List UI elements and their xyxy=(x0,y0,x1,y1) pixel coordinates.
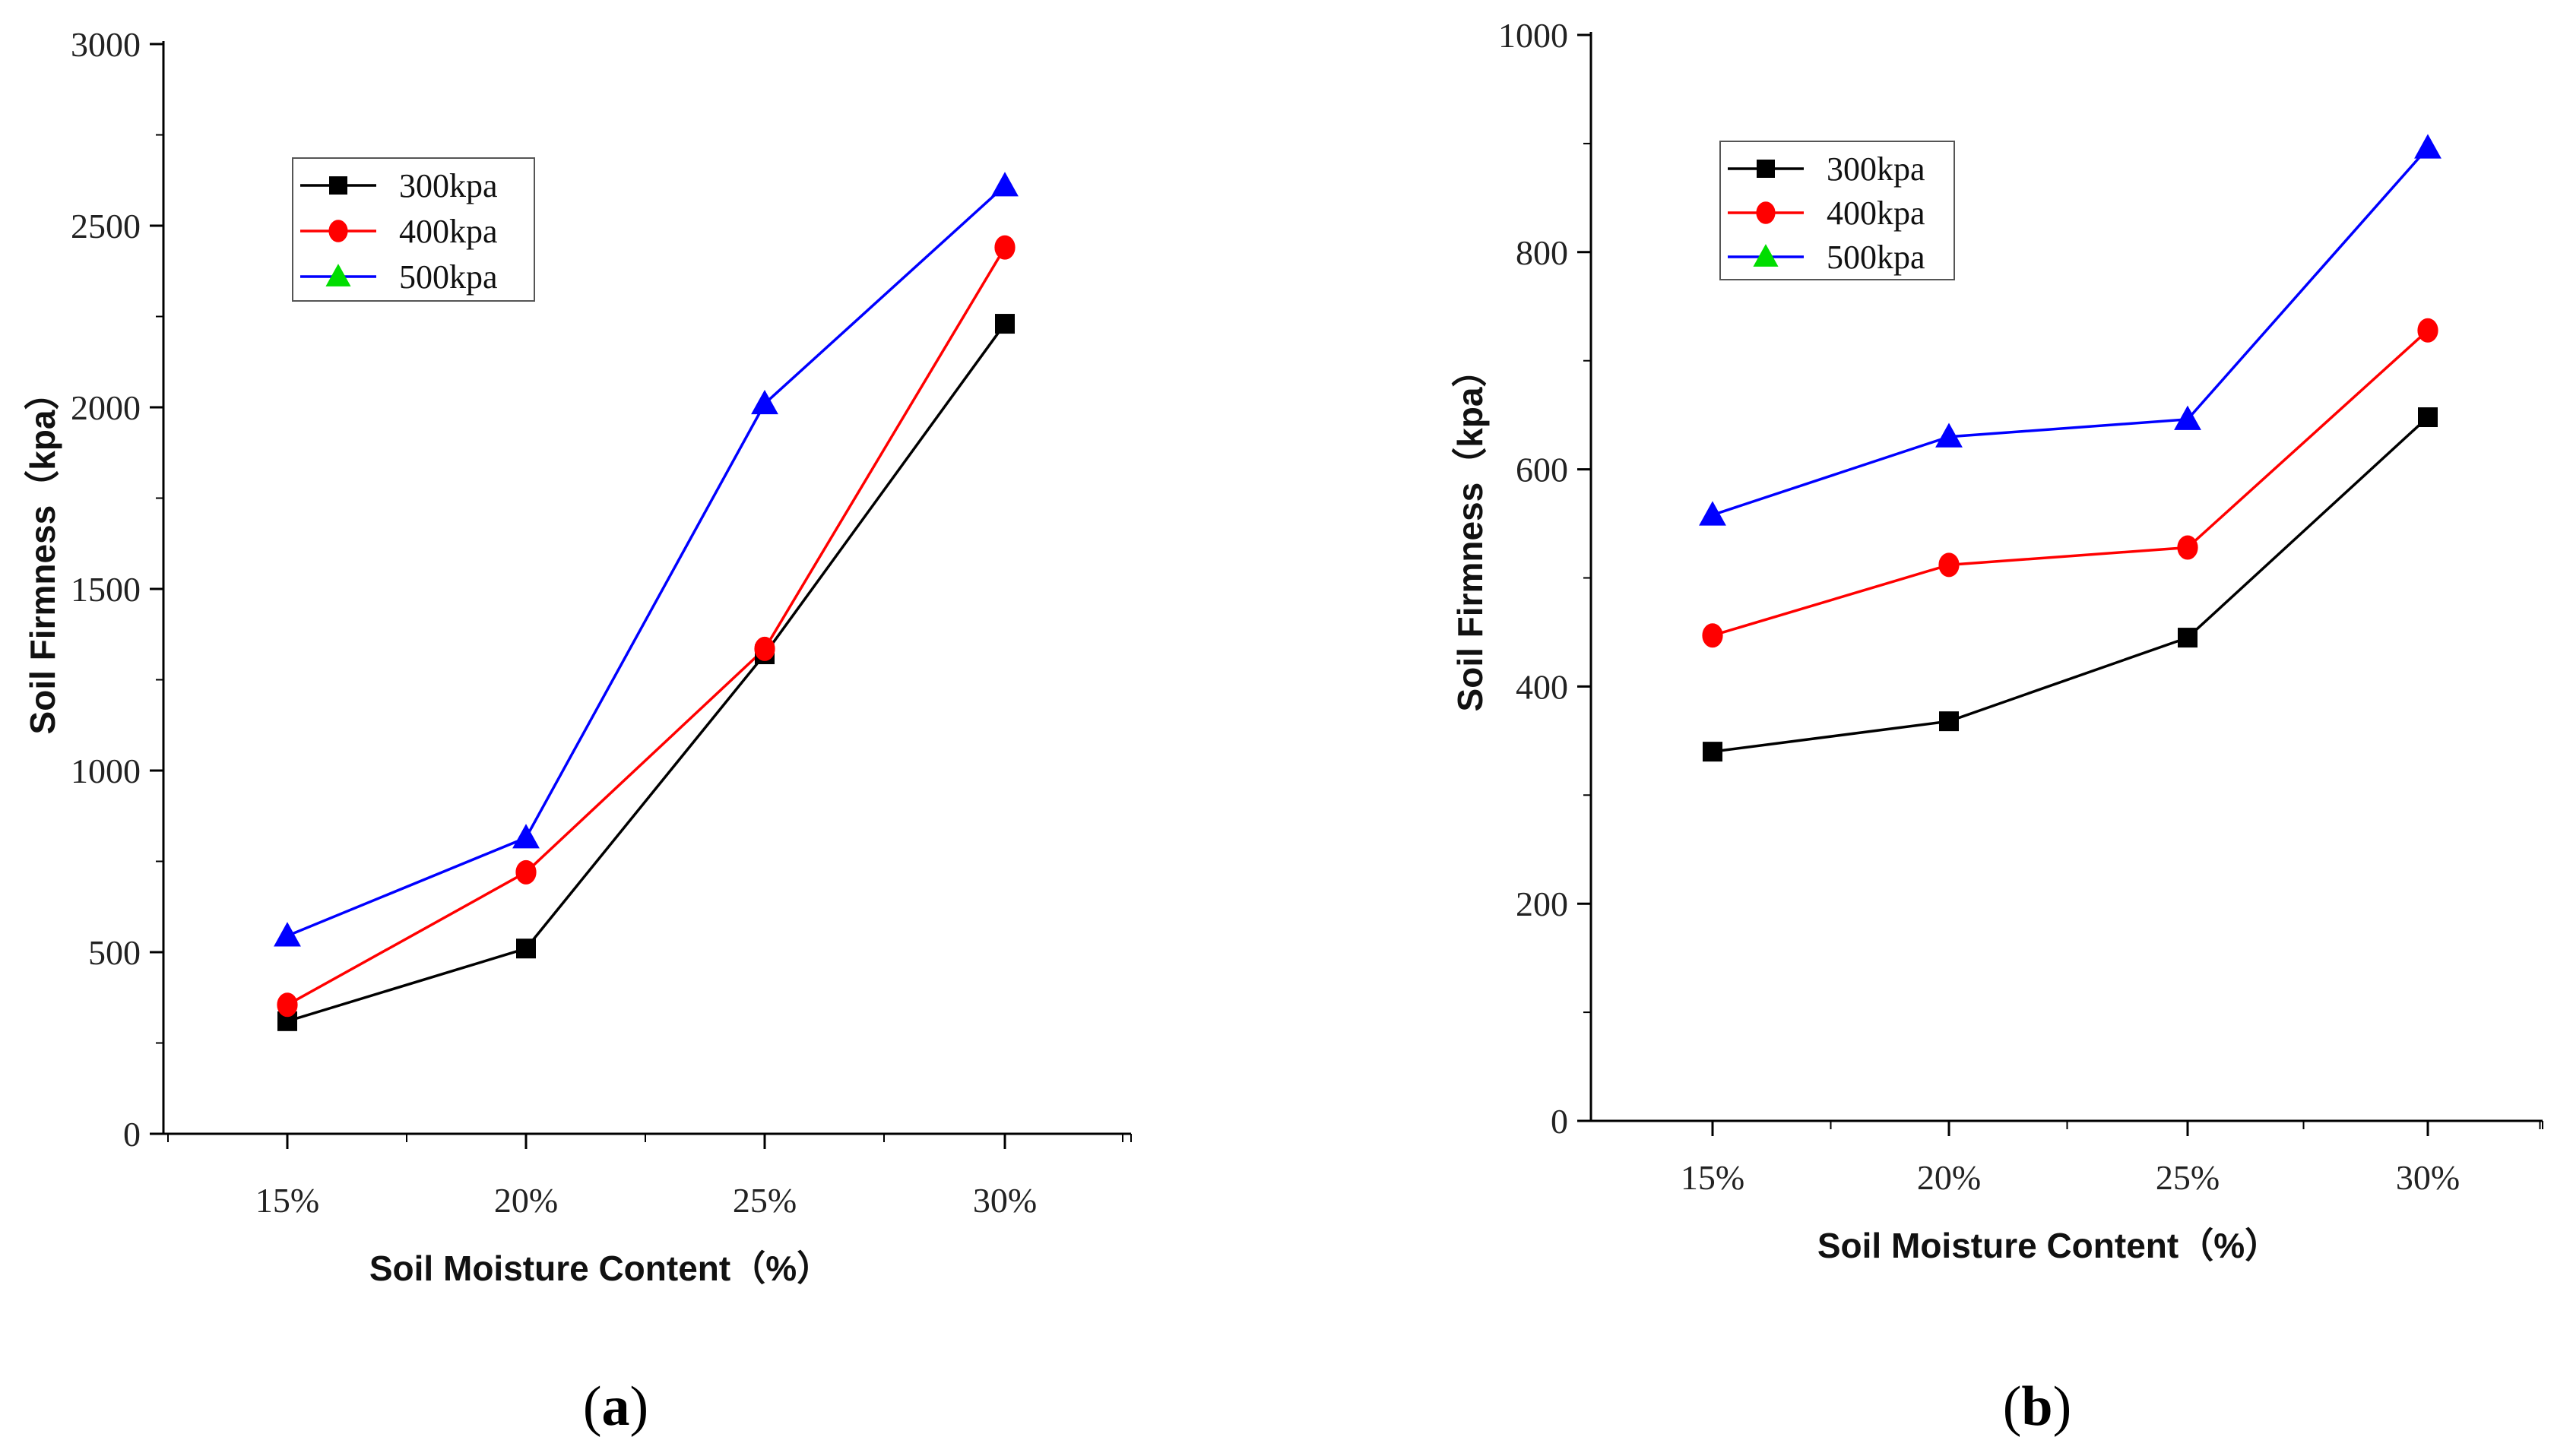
data-point-500kpa xyxy=(991,172,1019,197)
data-point-300kpa xyxy=(2418,407,2438,428)
legend-label-300kpa: 300kpa xyxy=(1827,150,1925,188)
data-point-500kpa xyxy=(512,824,540,849)
legend-marker-400kpa xyxy=(1756,201,1776,224)
data-point-500kpa xyxy=(2414,134,2442,159)
legend-label-500kpa: 500kpa xyxy=(1827,239,1925,276)
legend-marker-300kpa xyxy=(329,176,347,195)
y-tick-label: 1000 xyxy=(1498,16,1568,55)
data-point-500kpa xyxy=(1699,501,1726,526)
data-point-400kpa xyxy=(1702,623,1723,648)
y-axis-title: Soil Firmness（kpa） xyxy=(1450,353,1490,712)
y-tick-label: 200 xyxy=(1516,885,1568,923)
data-point-400kpa xyxy=(994,235,1016,260)
series-line-300kpa xyxy=(287,323,1006,1023)
panel-label-open: ( xyxy=(583,1375,602,1438)
data-point-400kpa xyxy=(277,992,298,1018)
series-line-400kpa xyxy=(287,246,1006,1006)
y-tick-label: 3000 xyxy=(71,25,141,64)
series-line-500kpa xyxy=(1712,147,2429,517)
data-point-400kpa xyxy=(1938,552,1960,578)
chart-panel-a: 0 500 1000 1500 2000 2500 3000 15% 20% 25% 30% Soil… xyxy=(23,25,1132,1438)
panel-label-letter: b xyxy=(2021,1375,2052,1438)
x-tick-label: 15% xyxy=(1681,1158,1744,1197)
chart-panel-b: 0 200 400 600 800 1000 15% 20% 25% 30% Soil Moistu… xyxy=(1450,16,2543,1438)
y-tick-label: 800 xyxy=(1516,233,1568,272)
data-point-300kpa xyxy=(516,938,536,959)
legend-label-400kpa: 400kpa xyxy=(399,213,498,250)
x-tick-label: 15% xyxy=(255,1181,319,1220)
x-tick-label: 30% xyxy=(2396,1158,2460,1197)
x-axis-title: Soil Moisture Content（%） xyxy=(1817,1226,2280,1265)
y-tick-label: 2500 xyxy=(71,207,141,245)
data-point-500kpa xyxy=(2174,405,2201,430)
series-line-500kpa xyxy=(287,185,1006,938)
data-point-300kpa xyxy=(995,314,1015,334)
y-axis-title: Soil Firmness（kpa） xyxy=(23,375,62,735)
x-tick-label: 20% xyxy=(494,1181,558,1220)
series-line-300kpa xyxy=(1712,416,2429,753)
panel-label-letter: a xyxy=(602,1375,630,1438)
y-tick-label: 2000 xyxy=(71,388,141,427)
panel-label: (a) xyxy=(583,1375,648,1438)
y-tick-label: 0 xyxy=(1551,1102,1568,1141)
data-point-400kpa xyxy=(2417,318,2438,343)
x-tick-label: 30% xyxy=(973,1181,1037,1220)
y-tick-label: 400 xyxy=(1516,667,1568,706)
data-point-300kpa xyxy=(1939,711,1959,732)
legend-marker-500kpa xyxy=(325,264,351,286)
y-tick-label: 600 xyxy=(1516,451,1568,489)
x-tick-label: 20% xyxy=(1917,1158,1981,1197)
data-point-400kpa xyxy=(515,859,537,885)
series-line-400kpa xyxy=(1712,329,2429,637)
x-axis-title: Soil Moisture Content（%） xyxy=(369,1249,832,1288)
data-point-400kpa xyxy=(754,636,775,661)
panel-label-close: ) xyxy=(630,1375,649,1438)
data-point-500kpa xyxy=(274,922,301,947)
legend-marker-400kpa xyxy=(328,220,348,242)
legend-marker-500kpa xyxy=(1753,244,1779,267)
legend-label-500kpa: 500kpa xyxy=(399,258,498,296)
legend-label-400kpa: 400kpa xyxy=(1827,195,1925,232)
x-tick-label: 25% xyxy=(2156,1158,2220,1197)
legend-label-300kpa: 300kpa xyxy=(399,167,498,204)
data-point-300kpa xyxy=(2178,628,2198,648)
y-tick-label: 500 xyxy=(88,933,141,972)
y-tick-label: 0 xyxy=(123,1115,141,1154)
data-point-500kpa xyxy=(751,389,778,415)
data-point-500kpa xyxy=(1935,423,1963,448)
panel-label-close: ) xyxy=(2053,1375,2072,1438)
panel-label-open: ( xyxy=(2003,1375,2022,1438)
data-point-400kpa xyxy=(2177,535,2198,560)
legend-marker-300kpa xyxy=(1757,160,1775,178)
y-tick-label: 1500 xyxy=(71,570,141,609)
data-point-300kpa xyxy=(1703,742,1722,762)
y-tick-label: 1000 xyxy=(71,752,141,790)
x-tick-label: 25% xyxy=(733,1181,797,1220)
panel-label: (b) xyxy=(2003,1375,2071,1438)
